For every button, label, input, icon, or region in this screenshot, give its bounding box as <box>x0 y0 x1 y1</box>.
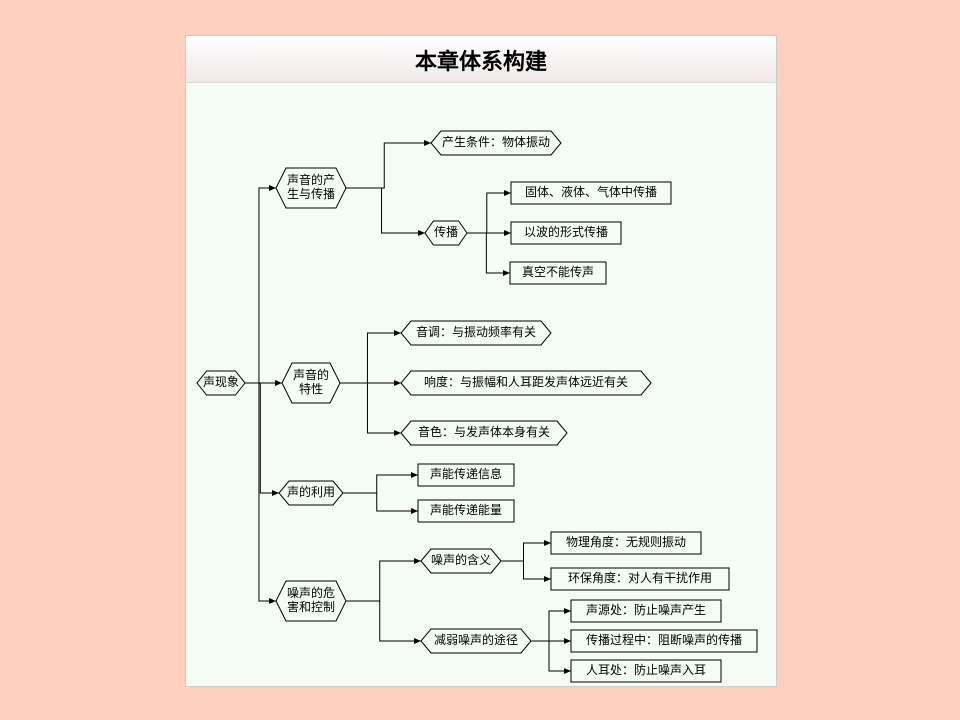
edge <box>346 143 431 188</box>
node-label: 特性 <box>299 381 323 396</box>
node-label: 减弱噪声的途径 <box>434 632 518 647</box>
node-n4a: 噪声的含义 <box>421 549 501 573</box>
edge <box>467 193 511 233</box>
edge <box>245 188 276 383</box>
node-label: 害和控制 <box>287 599 335 614</box>
edge <box>346 188 425 233</box>
node-label: 音色：与发声体本身有关 <box>418 424 550 439</box>
node-label: 声能传递能量 <box>430 502 502 517</box>
node-n1b: 传播 <box>425 221 467 245</box>
edge <box>245 383 279 493</box>
node-n2: 声音的特性 <box>282 363 340 403</box>
node-label: 声现象 <box>203 375 239 389</box>
node-n1b3: 真空不能传声 <box>510 262 606 284</box>
node-label: 以波的形式传播 <box>524 224 608 239</box>
node-n1b2: 以波的形式传播 <box>511 222 621 244</box>
node-n4b2: 传播过程中：阻断噪声的传播 <box>571 630 757 652</box>
edge <box>501 561 551 579</box>
edge <box>467 233 510 273</box>
edge <box>340 383 401 433</box>
diagram-panel: 本章体系构建 声现象 声音的产生与传播 产生条件：物体振动传播 固体、液体、气体中传播… <box>185 35 777 687</box>
node-n2a: 音调：与振动频率有关 <box>401 321 551 345</box>
node-n4a1: 物理角度：无规则振动 <box>551 532 701 554</box>
edge <box>343 493 418 511</box>
node-n4b3: 人耳处：防止噪声入耳 <box>571 660 721 682</box>
node-root: 声现象 <box>197 371 245 395</box>
node-n4: 噪声的危害和控制 <box>276 581 346 621</box>
node-n1a: 产生条件：物体振动 <box>431 131 561 155</box>
node-label: 传播过程中：阻断噪声的传播 <box>586 632 742 647</box>
node-label: 环保角度：对人有干扰作用 <box>568 570 712 585</box>
node-n3a: 声能传递信息 <box>418 464 514 486</box>
title: 本章体系构建 <box>186 36 776 83</box>
node-n2b: 响度：与振幅和人耳距发声体远近有关 <box>401 371 651 395</box>
node-label: 物理角度：无规则振动 <box>566 534 686 549</box>
edge <box>343 475 418 493</box>
node-label: 人耳处：防止噪声入耳 <box>586 662 706 677</box>
node-n3b: 声能传递能量 <box>418 500 514 522</box>
node-label: 声音的 <box>293 367 329 382</box>
flowchart-svg: 声现象 声音的产生与传播 产生条件：物体振动传播 固体、液体、气体中传播以波的形式传播… <box>186 83 776 693</box>
node-label: 音调：与振动频率有关 <box>416 324 536 339</box>
edge <box>346 561 421 601</box>
node-n1b1: 固体、液体、气体中传播 <box>511 182 671 204</box>
edge <box>340 333 401 383</box>
node-label: 真空不能传声 <box>522 264 594 279</box>
node-label: 声的利用 <box>287 484 335 499</box>
node-label: 噪声的危 <box>287 585 335 600</box>
node-label: 声源处：防止噪声产生 <box>586 602 706 617</box>
node-label: 声能传递信息 <box>430 466 502 481</box>
node-label: 生与传播 <box>287 186 335 201</box>
node-n3: 声的利用 <box>279 481 343 505</box>
node-n4a2: 环保角度：对人有干扰作用 <box>551 568 729 590</box>
node-label: 固体、液体、气体中传播 <box>525 184 657 199</box>
edge <box>346 601 421 641</box>
node-n2c: 音色：与发声体本身有关 <box>401 421 567 445</box>
node-n4b: 减弱噪声的途径 <box>421 629 531 653</box>
node-label: 噪声的含义 <box>431 552 491 567</box>
node-n1: 声音的产生与传播 <box>276 168 346 208</box>
edge <box>501 543 551 561</box>
node-n4b1: 声源处：防止噪声产生 <box>571 600 721 622</box>
edge <box>531 611 571 641</box>
node-label: 产生条件：物体振动 <box>442 135 550 149</box>
edge <box>531 641 571 671</box>
node-label: 声音的产 <box>287 172 335 187</box>
node-label: 响度：与振幅和人耳距发声体远近有关 <box>424 374 628 389</box>
node-label: 传播 <box>434 224 458 239</box>
